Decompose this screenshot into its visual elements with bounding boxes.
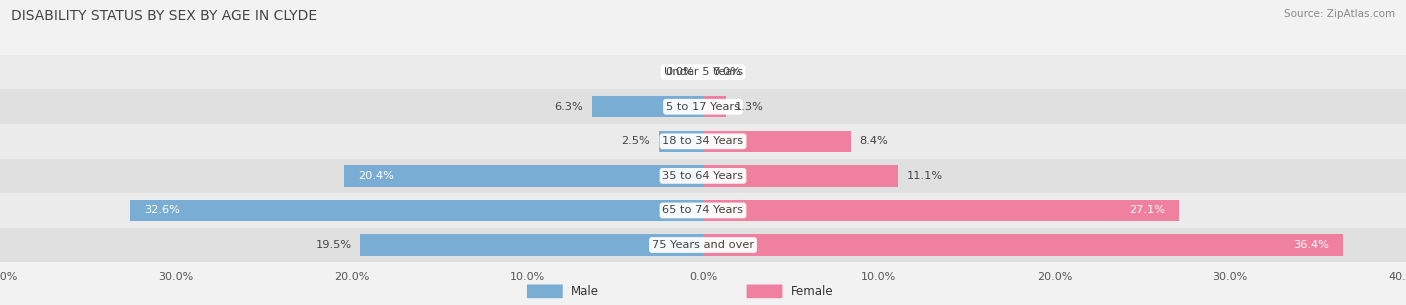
Text: 35 to 64 Years: 35 to 64 Years — [662, 171, 744, 181]
Text: 10.0%: 10.0% — [860, 272, 897, 282]
Bar — [592, 96, 703, 117]
Bar — [0, 193, 1406, 228]
Text: DISABILITY STATUS BY SEX BY AGE IN CLYDE: DISABILITY STATUS BY SEX BY AGE IN CLYDE — [11, 9, 318, 23]
Text: 20.4%: 20.4% — [359, 171, 395, 181]
Text: Source: ZipAtlas.com: Source: ZipAtlas.com — [1284, 9, 1395, 19]
Text: 75 Years and over: 75 Years and over — [652, 240, 754, 250]
Text: 36.4%: 36.4% — [1292, 240, 1329, 250]
Bar — [129, 200, 703, 221]
Text: 0.0%: 0.0% — [711, 67, 741, 77]
Text: 2.5%: 2.5% — [621, 136, 650, 146]
Bar — [0, 124, 1406, 159]
Bar — [360, 234, 703, 256]
FancyBboxPatch shape — [747, 285, 782, 298]
FancyBboxPatch shape — [527, 285, 562, 298]
Text: 19.5%: 19.5% — [315, 240, 352, 250]
Text: 30.0%: 30.0% — [1212, 272, 1249, 282]
Bar — [0, 55, 1406, 89]
Text: 6.3%: 6.3% — [555, 102, 583, 112]
Text: 20.0%: 20.0% — [333, 272, 370, 282]
Text: 32.6%: 32.6% — [145, 206, 180, 215]
Bar — [703, 165, 898, 187]
Text: 10.0%: 10.0% — [509, 272, 546, 282]
Text: 11.1%: 11.1% — [907, 171, 943, 181]
Bar — [659, 131, 703, 152]
Text: 30.0%: 30.0% — [157, 272, 194, 282]
Text: 18 to 34 Years: 18 to 34 Years — [662, 136, 744, 146]
Bar — [703, 200, 1180, 221]
Bar — [703, 131, 851, 152]
Bar — [344, 165, 703, 187]
Text: 40.0%: 40.0% — [0, 272, 18, 282]
Text: 1.3%: 1.3% — [734, 102, 763, 112]
Bar — [0, 159, 1406, 193]
Text: 20.0%: 20.0% — [1036, 272, 1073, 282]
Text: 65 to 74 Years: 65 to 74 Years — [662, 206, 744, 215]
Text: Female: Female — [790, 285, 834, 298]
Text: Male: Male — [571, 285, 599, 298]
Bar — [703, 96, 725, 117]
Text: 5 to 17 Years: 5 to 17 Years — [666, 102, 740, 112]
Bar — [0, 228, 1406, 262]
Text: 0.0%: 0.0% — [689, 272, 717, 282]
Text: 27.1%: 27.1% — [1129, 206, 1166, 215]
Text: 40.0%: 40.0% — [1388, 272, 1406, 282]
Text: 8.4%: 8.4% — [859, 136, 889, 146]
Bar — [703, 234, 1343, 256]
Bar — [0, 89, 1406, 124]
Text: Under 5 Years: Under 5 Years — [664, 67, 742, 77]
Text: 0.0%: 0.0% — [665, 67, 695, 77]
